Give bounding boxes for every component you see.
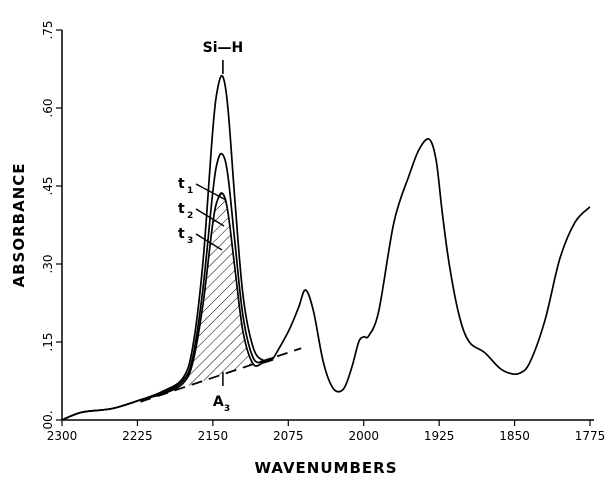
- x-tick-label: 2075: [273, 429, 304, 443]
- label-t1-subscript: 1: [187, 186, 193, 196]
- leader-t2: [195, 208, 225, 227]
- x-tick-label: 2150: [198, 429, 229, 443]
- y-axis-title: ABSORBANCE: [10, 163, 28, 288]
- y-tick-label: .30: [41, 254, 55, 273]
- x-tick-label: 2000: [348, 429, 379, 443]
- leader-t1: [195, 183, 227, 201]
- x-ticks: 2300 2225 2150 2075 2000 1925 1850 1775: [47, 420, 606, 443]
- a3-subscript: 3: [224, 404, 230, 414]
- y-tick-label: .45: [41, 176, 55, 195]
- label-t2-subscript: 2: [187, 211, 193, 221]
- label-t3: t: [178, 226, 185, 242]
- x-axis-title: WAVENUMBERS: [254, 459, 397, 477]
- x-tick-label: 2225: [122, 429, 153, 443]
- x-tick-label: 1925: [424, 429, 455, 443]
- y-tick-label: .60: [41, 98, 55, 117]
- y-tick-label: .75: [41, 20, 55, 39]
- si-h-label: Si—H: [203, 40, 244, 56]
- axes: 2300 2225 2150 2075 2000 1925 1850 1775 00. .15.…: [41, 20, 605, 443]
- annotations: Si—Ht 1t 2t 3A 3: [178, 40, 243, 414]
- label-t1: t: [178, 176, 185, 192]
- series-lines: [61, 74, 591, 421]
- series-line-t1: [61, 74, 274, 421]
- x-tick-label: 1775: [575, 429, 606, 443]
- leader-t3: [195, 233, 223, 251]
- x-tick-label: 1850: [499, 429, 530, 443]
- a3-label: A: [213, 394, 224, 410]
- x-tick-label: 2300: [47, 429, 78, 443]
- label-t2: t: [178, 201, 185, 217]
- y-tick-label: .15: [41, 332, 55, 351]
- series-line-spectrum: [272, 138, 591, 393]
- y-tick-label: 00.: [41, 410, 55, 429]
- series-line-t3: [61, 192, 274, 421]
- hatched-area-a3: [140, 193, 274, 402]
- y-ticks: 00. .15 .30 .45 .60 .75: [41, 20, 62, 430]
- label-t3-subscript: 3: [187, 236, 193, 246]
